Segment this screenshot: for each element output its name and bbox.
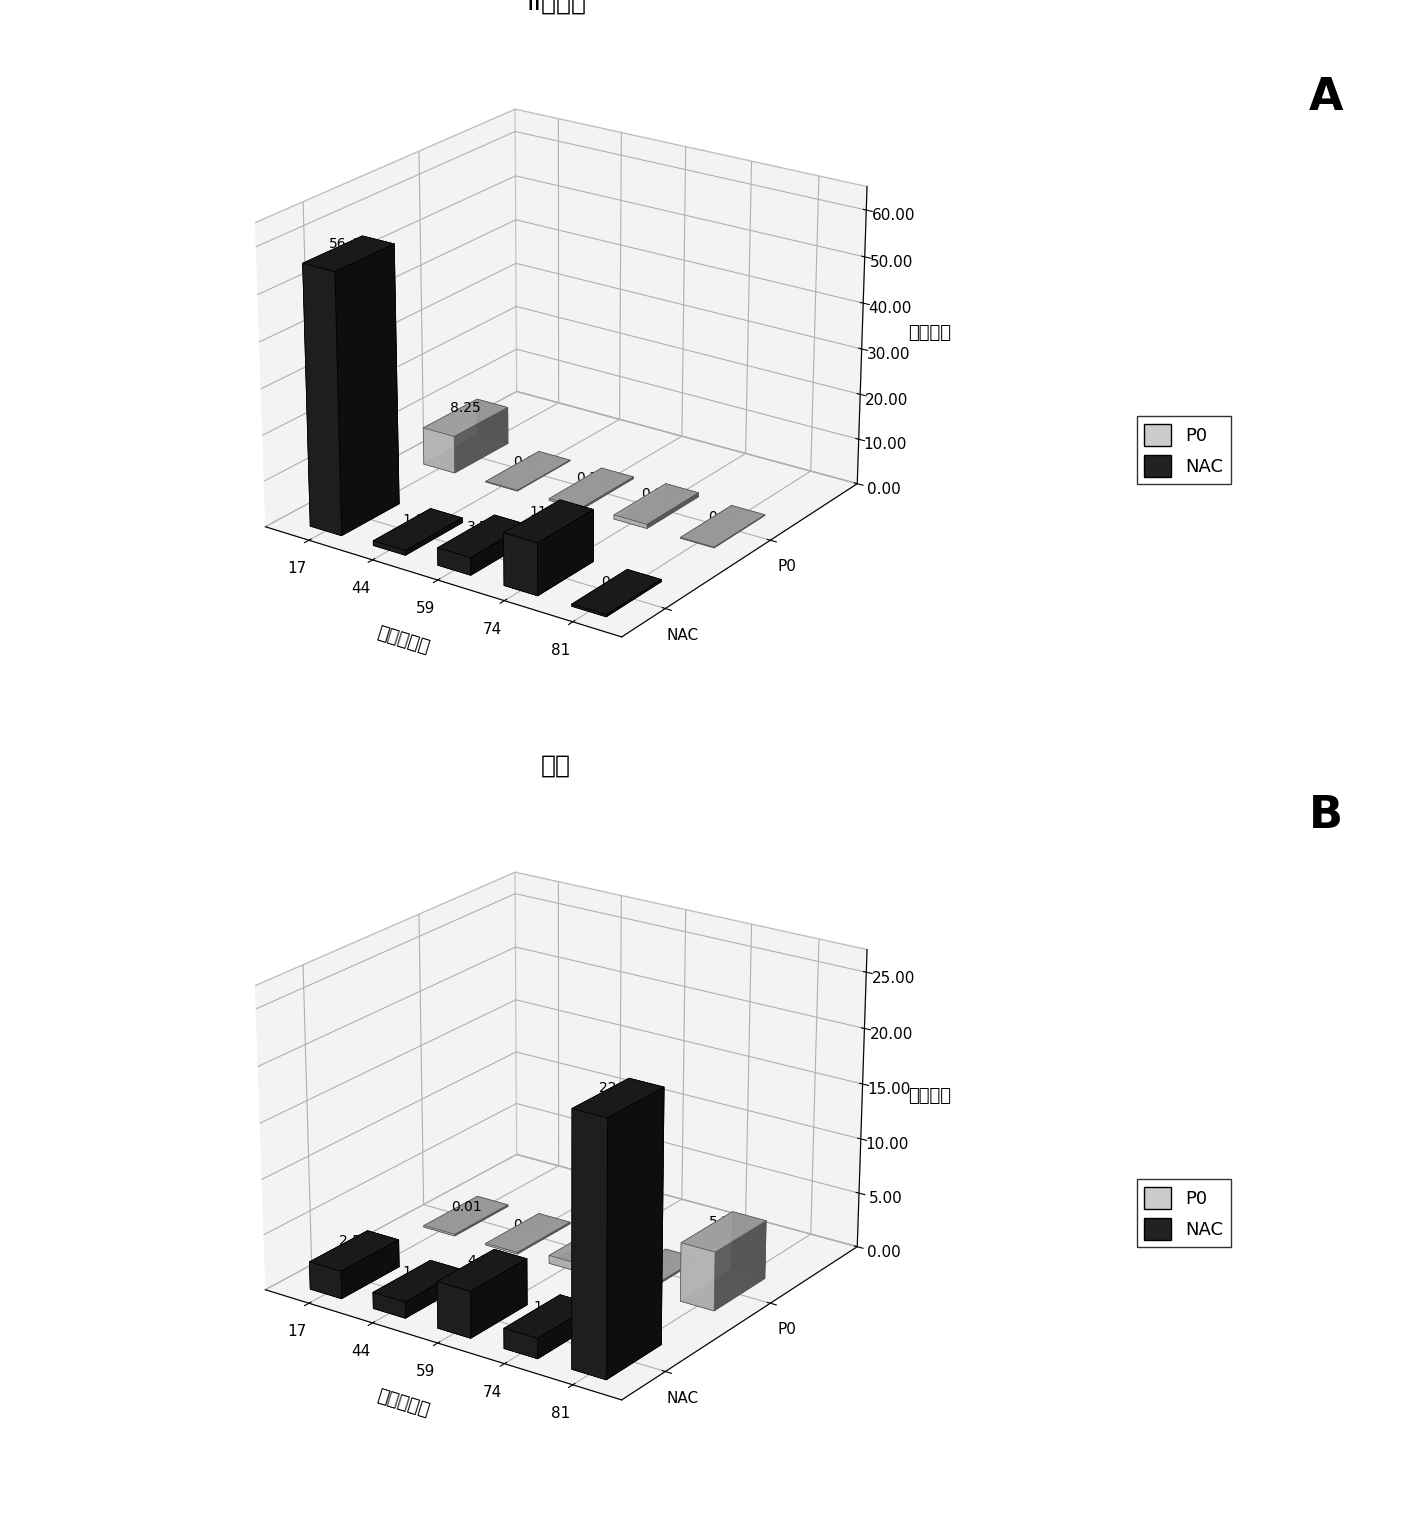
- X-axis label: 年龄（岁）: 年龄（岁）: [375, 624, 431, 658]
- Text: B: B: [1309, 794, 1343, 836]
- Title: II型胶原: II型胶原: [526, 0, 586, 15]
- Legend: P0, NAC: P0, NAC: [1137, 417, 1231, 484]
- Title: 合计: 合计: [540, 754, 572, 778]
- Text: A: A: [1309, 76, 1343, 119]
- X-axis label: 年龄（岁）: 年龄（岁）: [375, 1387, 431, 1421]
- Legend: P0, NAC: P0, NAC: [1137, 1180, 1231, 1247]
